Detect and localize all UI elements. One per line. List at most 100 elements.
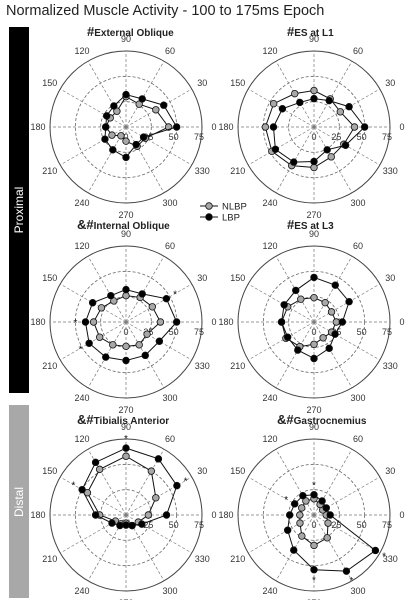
data-point-lbp bbox=[128, 521, 136, 530]
chart-title-prefix: # bbox=[87, 24, 95, 39]
data-point-lbp bbox=[294, 346, 302, 354]
data-point-lbp bbox=[310, 273, 318, 282]
angle-tick-label: 30 bbox=[197, 78, 207, 88]
data-point-lbp bbox=[285, 511, 294, 519]
data-point-nlbp bbox=[310, 163, 318, 172]
angle-tick-label: 300 bbox=[350, 586, 365, 596]
data-point-lbp bbox=[325, 96, 333, 105]
angle-tick-label: 270 bbox=[306, 405, 321, 415]
angle-tick-label: 270 bbox=[306, 598, 321, 600]
data-point-nlbp bbox=[350, 123, 359, 131]
data-point-nlbp bbox=[310, 293, 318, 302]
significance-marker: * bbox=[79, 344, 83, 355]
angle-tick-label: 30 bbox=[385, 273, 395, 283]
data-point-lbp bbox=[325, 344, 333, 353]
data-point-nlbp bbox=[296, 511, 304, 519]
data-point-lbp bbox=[310, 354, 318, 363]
data-point-lbp bbox=[290, 546, 298, 554]
data-point-nlbp bbox=[332, 318, 340, 326]
angle-tick-label: 90 bbox=[309, 34, 319, 44]
spoke-line bbox=[87, 61, 127, 128]
angle-tick-label: 150 bbox=[42, 273, 57, 283]
data-point-lbp bbox=[122, 285, 130, 294]
angle-tick-label: 150 bbox=[230, 273, 245, 283]
angle-tick-label: 180 bbox=[30, 317, 45, 327]
angle-tick-label: 210 bbox=[230, 166, 245, 176]
angle-tick-label: 300 bbox=[350, 198, 365, 208]
data-point-lbp bbox=[323, 146, 331, 154]
data-point-lbp bbox=[283, 333, 292, 341]
chart-title: #ES at L1 bbox=[287, 24, 334, 39]
significance-marker: * bbox=[124, 434, 128, 445]
data-point-nlbp bbox=[298, 504, 306, 512]
radial-tick-label: 50 bbox=[169, 327, 179, 337]
angle-tick-label: 90 bbox=[309, 229, 319, 239]
chart-title-text: ES at L3 bbox=[294, 221, 334, 232]
data-point-lbp bbox=[342, 567, 351, 575]
legend-label-lbp: LBP bbox=[222, 213, 240, 224]
data-point-lbp bbox=[269, 123, 278, 131]
angle-tick-label: 90 bbox=[121, 422, 131, 432]
data-point-lbp bbox=[326, 511, 334, 519]
radial-tick-label: 75 bbox=[194, 520, 204, 530]
spoke-line bbox=[313, 321, 380, 361]
chart-title-text: Gastrocnemius bbox=[294, 416, 367, 427]
data-point-nlbp bbox=[95, 333, 104, 341]
angle-tick-label: 300 bbox=[162, 586, 177, 596]
data-point-nlbp bbox=[269, 99, 278, 108]
angle-tick-label: 60 bbox=[165, 434, 175, 444]
data-point-lbp bbox=[345, 103, 353, 111]
data-point-lbp bbox=[116, 521, 124, 530]
spoke-line bbox=[313, 514, 380, 554]
angle-tick-label: 0 bbox=[399, 317, 404, 327]
data-point-nlbp bbox=[297, 295, 305, 303]
angle-tick-label: 60 bbox=[353, 241, 363, 251]
angle-tick-label: 90 bbox=[121, 229, 131, 239]
angle-tick-label: 240 bbox=[74, 393, 89, 403]
data-point-nlbp bbox=[310, 340, 318, 348]
legend-marker-nlbp bbox=[205, 202, 213, 210]
angle-tick-label: 240 bbox=[262, 393, 277, 403]
angle-tick-label: 30 bbox=[197, 466, 207, 476]
angle-tick-label: 30 bbox=[197, 273, 207, 283]
data-point-nlbp bbox=[291, 89, 299, 98]
significance-marker: * bbox=[74, 318, 78, 329]
angle-tick-label: 0 bbox=[211, 510, 216, 520]
radial-tick-label-origin: 0 bbox=[123, 132, 128, 142]
significance-marker: * bbox=[184, 477, 188, 488]
data-point-nlbp bbox=[323, 534, 331, 542]
data-point-lbp bbox=[277, 318, 286, 326]
spoke-line bbox=[313, 61, 353, 128]
radial-tick-label: 75 bbox=[194, 132, 204, 142]
data-point-lbp bbox=[155, 337, 164, 345]
radial-tick-label: 50 bbox=[357, 327, 367, 337]
spoke-line bbox=[313, 256, 353, 323]
angle-tick-label: 120 bbox=[262, 434, 277, 444]
data-point-nlbp bbox=[148, 303, 157, 311]
data-point-lbp bbox=[331, 281, 339, 289]
polar-chart-1: 03060901201501802102402703003302550750#E… bbox=[30, 24, 216, 220]
chart-title-text: External Oblique bbox=[94, 28, 174, 39]
data-point-lbp bbox=[88, 299, 97, 307]
angle-tick-label: 270 bbox=[118, 598, 133, 600]
angle-tick-label: 0 bbox=[211, 122, 216, 132]
data-point-lbp bbox=[371, 546, 380, 555]
data-point-lbp bbox=[154, 455, 163, 463]
spoke-line bbox=[313, 321, 353, 388]
data-point-lbp bbox=[290, 500, 299, 508]
angle-tick-label: 300 bbox=[162, 393, 177, 403]
data-point-nlbp bbox=[296, 519, 304, 527]
data-point-lbp bbox=[122, 356, 130, 365]
spoke-line bbox=[248, 321, 315, 361]
data-point-lbp bbox=[292, 286, 300, 295]
angle-tick-label: 330 bbox=[383, 554, 398, 564]
data-point-lbp bbox=[102, 123, 110, 131]
polar-chart-5: 03060901201501802102402703003302550750&#… bbox=[30, 412, 216, 600]
angle-tick-label: 330 bbox=[383, 166, 398, 176]
data-point-lbp bbox=[322, 504, 330, 512]
chart-title: &#Tibialis Anterior bbox=[77, 412, 169, 427]
data-point-lbp bbox=[290, 158, 298, 166]
angle-tick-label: 120 bbox=[262, 241, 277, 251]
radial-tick-label: 75 bbox=[382, 520, 392, 530]
